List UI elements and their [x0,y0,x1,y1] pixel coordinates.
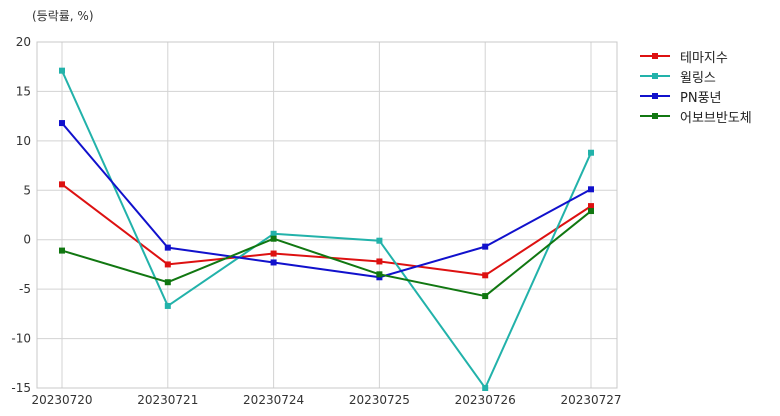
data-point [270,230,277,237]
legend-swatch [640,70,670,82]
series-line [61,210,592,298]
data-point [59,120,65,127]
data-point [164,244,171,251]
y-tick-label: 10 [16,134,31,148]
data-point [482,243,489,250]
legend-item: PN풍년 [640,86,752,106]
unit-label: (등락률, %) [32,9,94,23]
data-point [588,149,594,156]
legend-label: 윌링스 [680,70,716,86]
y-tick-label: 15 [16,84,31,98]
series-line [61,70,592,389]
legend-marker [652,53,658,59]
data-point [588,186,594,193]
x-tick-label: 20230727 [560,393,621,407]
series-4 [59,208,594,300]
x-tick-label: 20230721 [137,393,198,407]
legend-marker [652,113,658,119]
grid-lines [37,41,617,389]
x-tick-label: 20230720 [31,393,92,407]
data-point [164,261,171,268]
y-tick-label: -5 [19,282,31,296]
data-point [482,385,489,391]
legend-label: 어보브반도체 [680,110,752,126]
y-tick-label: 0 [23,233,31,247]
data-point [376,271,383,278]
data-point [164,302,171,309]
series-line [61,122,592,279]
legend-item: 윌링스 [640,66,752,86]
series-2 [59,67,594,391]
legend-marker [652,93,658,99]
data-point [376,237,383,244]
data-point [482,272,489,279]
data-point [588,208,594,215]
legend-label: 테마지수 [680,50,728,66]
data-point [59,67,65,74]
y-axis-ticks: -15 -10 -5 0 5 10 15 20 [11,35,31,395]
legend-swatch [640,90,670,102]
legend-swatch [640,50,670,62]
legend-label: PN풍년 [680,90,722,106]
y-tick-label: 20 [16,35,31,49]
series-line [61,183,592,277]
y-tick-label: -10 [11,332,31,346]
data-point [270,259,277,266]
legend-marker [652,73,658,79]
y-tick-label: -15 [11,381,31,395]
series-lines [59,67,594,391]
legend-item: 어보브반도체 [640,106,752,126]
x-axis-ticks: 20230720 20230721 20230724 20230725 20230726… [31,393,621,407]
plot-area-frame [36,41,618,389]
data-point [164,279,171,286]
legend-swatch [640,110,670,122]
data-point [482,293,489,300]
data-point [376,258,383,265]
x-tick-label: 20230725 [349,393,410,407]
x-tick-label: 20230724 [243,393,304,407]
series-1 [59,181,594,279]
data-point [59,247,65,254]
y-tick-label: 5 [23,183,31,197]
data-point [270,250,277,257]
x-tick-label: 20230726 [455,393,516,407]
data-point [59,181,65,188]
data-point [270,235,277,242]
legend-item: 테마지수 [640,46,752,66]
data-point [588,203,594,210]
